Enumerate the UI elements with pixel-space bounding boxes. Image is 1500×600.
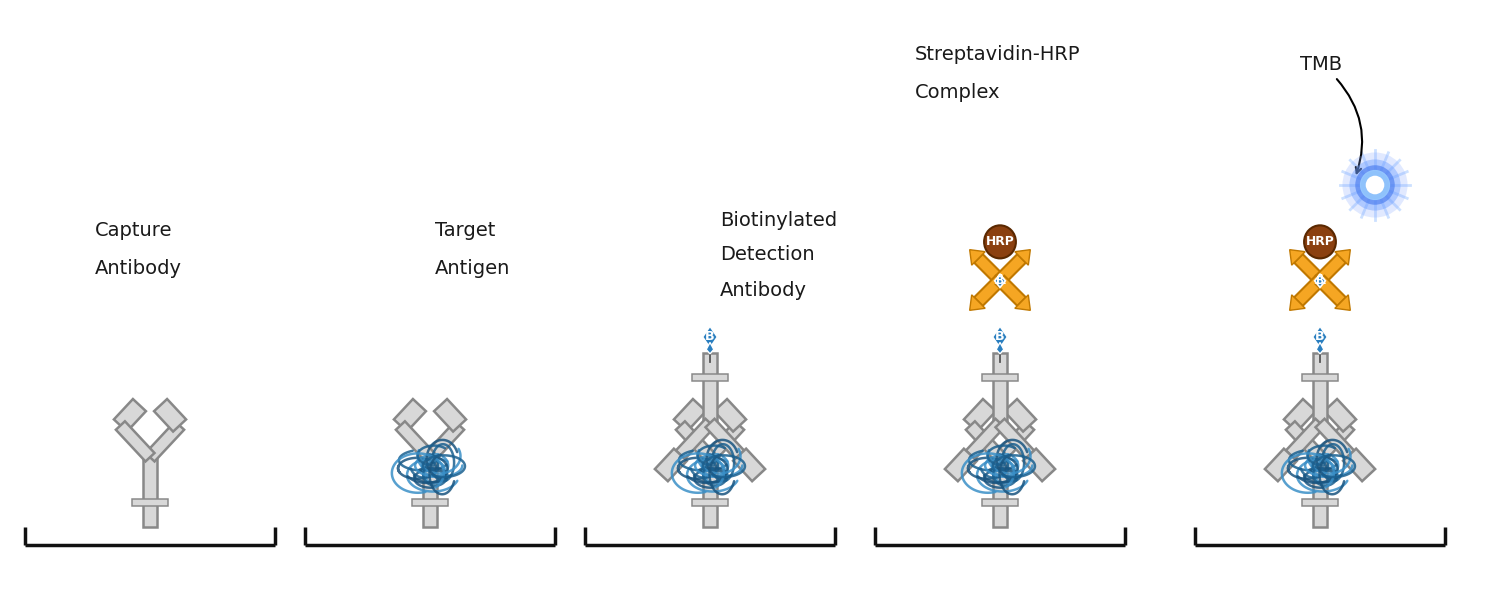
Polygon shape	[969, 295, 986, 310]
Polygon shape	[116, 421, 154, 461]
Polygon shape	[426, 421, 464, 461]
Polygon shape	[146, 421, 184, 461]
Polygon shape	[1023, 449, 1054, 481]
FancyBboxPatch shape	[413, 499, 447, 506]
Polygon shape	[996, 343, 1004, 354]
FancyBboxPatch shape	[1312, 457, 1328, 527]
Polygon shape	[964, 399, 996, 431]
Polygon shape	[114, 399, 146, 431]
FancyBboxPatch shape	[982, 499, 1017, 506]
Polygon shape	[1316, 421, 1354, 461]
Polygon shape	[1335, 250, 1350, 265]
FancyBboxPatch shape	[693, 374, 728, 381]
Text: Detection: Detection	[720, 245, 815, 265]
Polygon shape	[966, 419, 1005, 459]
Polygon shape	[1294, 276, 1324, 306]
FancyBboxPatch shape	[693, 499, 728, 506]
Text: B: B	[994, 331, 1005, 343]
Polygon shape	[705, 419, 744, 459]
Text: B: B	[1316, 331, 1324, 343]
Polygon shape	[996, 276, 1026, 306]
Polygon shape	[974, 276, 1005, 306]
Polygon shape	[433, 399, 466, 431]
Polygon shape	[1316, 254, 1346, 284]
Ellipse shape	[984, 226, 1016, 259]
Polygon shape	[996, 421, 1033, 461]
Polygon shape	[674, 399, 706, 431]
Polygon shape	[1264, 449, 1298, 481]
Text: B: B	[996, 276, 1004, 286]
FancyBboxPatch shape	[1312, 353, 1328, 423]
Polygon shape	[1316, 343, 1324, 354]
Polygon shape	[993, 326, 1008, 348]
FancyBboxPatch shape	[132, 499, 168, 506]
Text: Antibody: Antibody	[720, 280, 807, 299]
Polygon shape	[1016, 250, 1031, 265]
FancyBboxPatch shape	[1302, 499, 1338, 506]
Polygon shape	[1316, 276, 1346, 306]
Polygon shape	[1314, 274, 1326, 287]
Polygon shape	[1335, 295, 1350, 310]
Text: B: B	[705, 331, 716, 343]
Polygon shape	[1284, 399, 1316, 431]
Text: A: A	[1314, 273, 1326, 287]
Polygon shape	[974, 254, 1005, 284]
Circle shape	[1342, 152, 1407, 218]
Polygon shape	[396, 421, 435, 461]
Polygon shape	[969, 250, 986, 265]
Polygon shape	[734, 449, 765, 481]
Polygon shape	[996, 419, 1033, 459]
FancyBboxPatch shape	[142, 457, 158, 527]
Polygon shape	[945, 449, 976, 481]
Polygon shape	[705, 421, 744, 461]
Text: Antibody: Antibody	[94, 259, 182, 277]
Polygon shape	[994, 274, 1005, 287]
Polygon shape	[676, 421, 714, 461]
FancyBboxPatch shape	[993, 353, 1008, 423]
Text: A: A	[994, 273, 1005, 287]
Circle shape	[1350, 160, 1401, 211]
Polygon shape	[656, 449, 687, 481]
Text: TMB: TMB	[1300, 55, 1342, 74]
Polygon shape	[1294, 254, 1324, 284]
Polygon shape	[1312, 326, 1328, 348]
Polygon shape	[1290, 295, 1305, 310]
Circle shape	[1354, 165, 1395, 205]
Polygon shape	[1286, 419, 1324, 459]
Polygon shape	[1290, 250, 1305, 265]
Text: HRP: HRP	[1305, 235, 1335, 248]
Text: Complex: Complex	[915, 83, 1001, 103]
Text: Capture: Capture	[94, 220, 172, 239]
Text: Streptavidin-HRP: Streptavidin-HRP	[915, 46, 1080, 64]
Polygon shape	[1004, 399, 1036, 431]
FancyBboxPatch shape	[702, 353, 717, 423]
Polygon shape	[1342, 449, 1376, 481]
FancyBboxPatch shape	[702, 457, 717, 527]
FancyBboxPatch shape	[982, 374, 1017, 381]
Circle shape	[1365, 176, 1384, 194]
Polygon shape	[966, 421, 1005, 461]
Circle shape	[1360, 171, 1389, 199]
Polygon shape	[1016, 295, 1031, 310]
Polygon shape	[1286, 421, 1324, 461]
Polygon shape	[154, 399, 186, 431]
Polygon shape	[996, 254, 1026, 284]
Polygon shape	[676, 419, 714, 459]
Polygon shape	[1324, 399, 1356, 431]
Polygon shape	[706, 343, 714, 354]
FancyBboxPatch shape	[423, 457, 438, 527]
Text: Target: Target	[435, 220, 495, 239]
Text: B: B	[1316, 276, 1324, 286]
Polygon shape	[714, 399, 746, 431]
Polygon shape	[702, 326, 717, 348]
FancyBboxPatch shape	[1302, 374, 1338, 381]
Circle shape	[1360, 170, 1390, 200]
Text: Biotinylated: Biotinylated	[720, 211, 837, 229]
Text: Antigen: Antigen	[435, 259, 510, 277]
Polygon shape	[394, 399, 426, 431]
Text: HRP: HRP	[986, 235, 1014, 248]
Polygon shape	[1316, 419, 1354, 459]
Ellipse shape	[1304, 226, 1336, 259]
FancyBboxPatch shape	[993, 457, 1008, 527]
